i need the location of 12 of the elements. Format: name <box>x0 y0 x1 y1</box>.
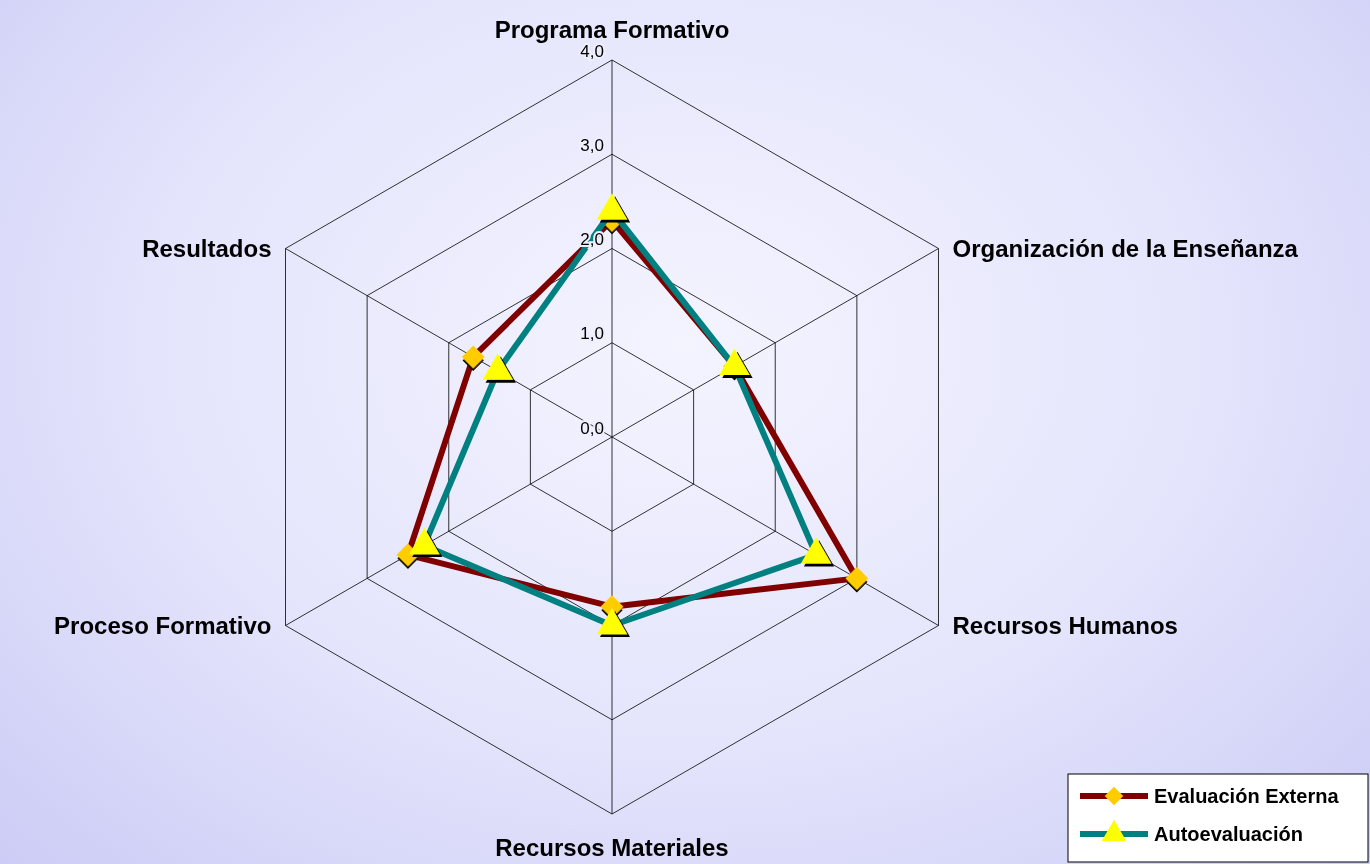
spoke-label: Recursos Humanos <box>952 611 1178 639</box>
y-tick-label: 1,0 <box>580 324 604 344</box>
y-tick-label: 0,0 <box>580 418 604 438</box>
y-tick-label: 4,0 <box>580 41 604 61</box>
legend-label: Autoevaluación <box>1154 823 1303 845</box>
spoke-label: Proceso Formativo <box>54 611 272 639</box>
y-tick-label: 3,0 <box>580 135 604 155</box>
spoke-label: Resultados <box>142 234 272 262</box>
spoke-label: Recursos Materiales <box>495 834 729 861</box>
legend-label: Evaluación Externa <box>1154 785 1340 807</box>
spoke-label: Programa Formativo <box>494 16 730 43</box>
spoke-label: Organización de la Enseñanza <box>952 234 1299 262</box>
